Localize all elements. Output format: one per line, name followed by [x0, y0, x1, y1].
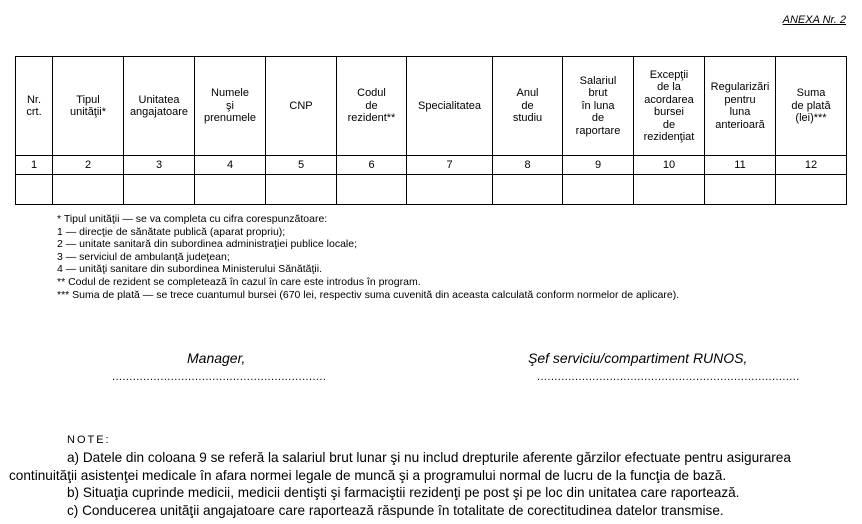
header-row: Nr. crt. Tipul unităţii* Unitatea angajatoare…	[15, 56, 847, 156]
footnote: 2 — unitate sanitară din subordinea admi…	[57, 238, 358, 251]
empty-cell[interactable]	[633, 174, 705, 205]
note-c: c) Conducerea unităţii angajatoare care …	[67, 502, 724, 518]
column-header: Numele şi prenumele	[194, 56, 266, 156]
column-number: 7	[406, 155, 493, 175]
column-header-line: în luna	[581, 99, 615, 112]
empty-cell[interactable]	[265, 174, 337, 205]
column-header: Excepţii de la acordarea bursei de rezidenţia…	[633, 56, 705, 156]
footnote: 1 — direcţie de sănătate publică (aparat…	[57, 225, 286, 238]
column-number: 2	[52, 155, 124, 175]
column-header-line: Unitatea	[138, 93, 180, 106]
column-header-line: luna	[729, 106, 751, 118]
column-header-line: rezident**	[347, 112, 396, 125]
footnote: ** Codul de rezident se completează în c…	[57, 275, 421, 288]
note-a-continuation: continuităţii asistenţei medicale în afa…	[9, 467, 727, 483]
column-number: 8	[492, 155, 563, 175]
column-header-line: rezidenţiat	[643, 131, 695, 143]
column-header-line: crt.	[26, 106, 42, 118]
column-header-line: CNP	[289, 99, 313, 112]
column-header-line: brut	[588, 87, 608, 100]
column-header-line: Nr.	[26, 93, 42, 106]
empty-cell[interactable]	[562, 174, 634, 205]
column-header: Tipul unităţii*	[52, 56, 124, 156]
column-header-line: acordarea	[644, 93, 694, 106]
column-header-line: Specialitatea	[418, 99, 481, 112]
empty-cell[interactable]	[704, 174, 776, 205]
column-header-line: Suma	[796, 87, 826, 100]
column-header: Unitatea angajatoare	[123, 56, 195, 156]
column-header-line: raportare	[575, 124, 621, 137]
column-header-line: de la	[657, 81, 681, 93]
empty-cell[interactable]	[52, 174, 124, 205]
column-header-line: Excepţii	[649, 68, 689, 81]
footnote: 3 — serviciul de ambulanţă judeţean;	[57, 250, 230, 263]
column-header: Codul de rezident**	[336, 56, 407, 156]
empty-cell[interactable]	[775, 174, 847, 205]
column-header-line: pentru	[724, 93, 756, 106]
column-number: 1	[15, 155, 53, 175]
column-header-line: de	[662, 118, 676, 131]
note-b: b) Situaţia cuprinde medicii, medicii de…	[67, 485, 740, 501]
runos-signature-line: ........................................…	[537, 371, 800, 383]
column-header: Anul de studiu	[492, 56, 563, 156]
column-number: 3	[123, 155, 195, 175]
column-header-line: Regularizări	[710, 81, 770, 93]
empty-cell[interactable]	[406, 174, 493, 205]
notes-title: NOTE:	[67, 434, 111, 446]
column-number-row: 1 2 3 4 5 6 7 8 9 10 11 12	[15, 155, 847, 175]
empty-cell[interactable]	[492, 174, 563, 205]
manager-signature-title: Manager,	[187, 350, 246, 366]
column-header-line: Tipul	[76, 93, 100, 106]
footnote: *** Suma de plată — se trece cuantumul b…	[57, 288, 680, 301]
column-header-line: unităţii*	[69, 106, 107, 118]
empty-cell[interactable]	[336, 174, 407, 205]
footnotes: * Tipul unităţii — se va completa cu cif…	[57, 213, 679, 301]
note-a: a) Datele din coloana 9 se referă la sal…	[67, 450, 791, 466]
column-header: Regularizări pentru luna anterioară	[704, 56, 776, 156]
footnote: 4 — unităţi sanitare din subordinea Mini…	[57, 263, 322, 276]
column-header: Suma de plată (lei)***	[775, 56, 847, 156]
column-number: 12	[775, 155, 847, 175]
column-number: 10	[633, 155, 705, 175]
column-header-line: Codul	[357, 87, 386, 100]
column-header-line: Numele	[211, 87, 249, 100]
column-header-line: de	[591, 112, 605, 125]
footnote: * Tipul unităţii — se va completa cu cif…	[57, 213, 328, 225]
column-header: Nr. crt.	[15, 56, 53, 156]
column-number: 6	[336, 155, 407, 175]
empty-cell[interactable]	[15, 174, 53, 205]
column-number: 11	[704, 155, 776, 175]
manager-signature-line: ........................................…	[112, 371, 327, 383]
notes-section: NOTE: a) Datele din coloana 9 se referă …	[0, 432, 862, 519]
annex-label: ANEXA Nr. 2	[782, 14, 846, 26]
column-header-line: studiu	[512, 112, 543, 125]
column-header-line: şi	[226, 99, 234, 112]
column-header: Specialitatea	[406, 56, 493, 156]
column-header-line: bursei	[654, 106, 684, 118]
residents-table: Nr. crt. Tipul unităţii* Unitatea angajatoare…	[15, 56, 847, 205]
column-header-line: (lei)***	[795, 112, 827, 125]
column-header-line: de	[365, 99, 378, 112]
column-header-line: Salariul	[579, 74, 617, 87]
empty-cell[interactable]	[123, 174, 195, 205]
column-header-line: de plată	[791, 99, 831, 112]
column-header-line: Anul	[516, 87, 539, 100]
column-header-line: prenumele	[204, 112, 256, 125]
column-number: 4	[194, 155, 266, 175]
column-header-line: de	[521, 99, 534, 112]
column-number: 9	[562, 155, 634, 175]
column-header: CNP	[265, 56, 337, 156]
empty-cell[interactable]	[194, 174, 266, 205]
empty-data-row	[15, 174, 847, 205]
column-header-line: angajatoare	[129, 106, 189, 118]
column-header-line: anterioară	[715, 118, 765, 131]
runos-signature-title: Şef serviciu/compartiment RUNOS,	[528, 350, 748, 366]
column-number: 5	[265, 155, 337, 175]
column-header: Salariul brut în luna de raportare	[562, 56, 634, 156]
